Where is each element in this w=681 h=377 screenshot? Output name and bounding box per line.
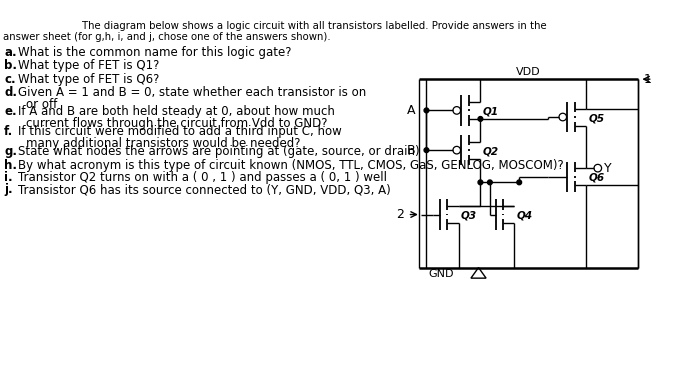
Circle shape <box>517 180 522 185</box>
Text: current flows through the circuit from Vdd to GND?: current flows through the circuit from V… <box>26 117 328 130</box>
Text: h.: h. <box>4 159 17 172</box>
Circle shape <box>424 108 429 113</box>
Text: b.: b. <box>4 59 17 72</box>
Text: e.: e. <box>4 105 17 118</box>
Text: a.: a. <box>4 46 17 59</box>
Text: answer sheet (for g,h, i, and j, chose one of the answers shown).: answer sheet (for g,h, i, and j, chose o… <box>3 32 331 42</box>
Text: If this circuit were modified to add a third input C, how: If this circuit were modified to add a t… <box>18 125 342 138</box>
Text: By what acronym is this type of circuit known (NMOS, TTL, CMOS, GaS, GENLOG, MOS: By what acronym is this type of circuit … <box>18 159 564 172</box>
Text: or off: or off <box>26 98 57 111</box>
Circle shape <box>478 116 483 121</box>
Text: Given A = 1 and B = 0, state whether each transistor is on: Given A = 1 and B = 0, state whether eac… <box>18 86 366 99</box>
Text: Q2: Q2 <box>482 146 498 156</box>
Text: State what nodes the arrows are pointing at (gate, source, or drain): State what nodes the arrows are pointing… <box>18 146 420 158</box>
Text: Q5: Q5 <box>588 113 605 123</box>
Text: The diagram below shows a logic circuit with all transistors labelled. Provide a: The diagram below shows a logic circuit … <box>82 21 546 31</box>
Circle shape <box>488 180 492 185</box>
Text: B: B <box>407 144 415 157</box>
Text: f.: f. <box>4 125 14 138</box>
Text: GND: GND <box>428 270 454 279</box>
Text: If A and B are both held steady at 0, about how much: If A and B are both held steady at 0, ab… <box>18 105 335 118</box>
Text: d.: d. <box>4 86 17 99</box>
Text: Q3: Q3 <box>460 211 477 221</box>
Text: Transistor Q6 has its source connected to (Y, GND, VDD, Q3, A): Transistor Q6 has its source connected t… <box>18 183 391 196</box>
Text: What type of FET is Q1?: What type of FET is Q1? <box>18 59 160 72</box>
Circle shape <box>424 148 429 153</box>
Text: Q4: Q4 <box>516 211 533 221</box>
Text: A: A <box>407 104 415 117</box>
Text: What type of FET is Q6?: What type of FET is Q6? <box>18 72 160 86</box>
Text: i.: i. <box>4 171 13 184</box>
Text: 1: 1 <box>644 73 651 86</box>
Text: c.: c. <box>4 72 16 86</box>
Text: j.: j. <box>4 183 13 196</box>
Text: Transistor Q2 turns on with a ( 0 , 1 ) and passes a ( 0, 1 ) well: Transistor Q2 turns on with a ( 0 , 1 ) … <box>18 171 387 184</box>
Circle shape <box>478 180 483 185</box>
Text: Q1: Q1 <box>482 107 498 116</box>
Text: Q6: Q6 <box>588 173 605 183</box>
Text: g.: g. <box>4 146 17 158</box>
Text: VDD: VDD <box>516 67 540 77</box>
Text: 2: 2 <box>396 208 404 221</box>
Text: What is the common name for this logic gate?: What is the common name for this logic g… <box>18 46 292 59</box>
Text: Y: Y <box>605 162 612 175</box>
Text: many additional transistors would be needed?: many additional transistors would be nee… <box>26 137 300 150</box>
